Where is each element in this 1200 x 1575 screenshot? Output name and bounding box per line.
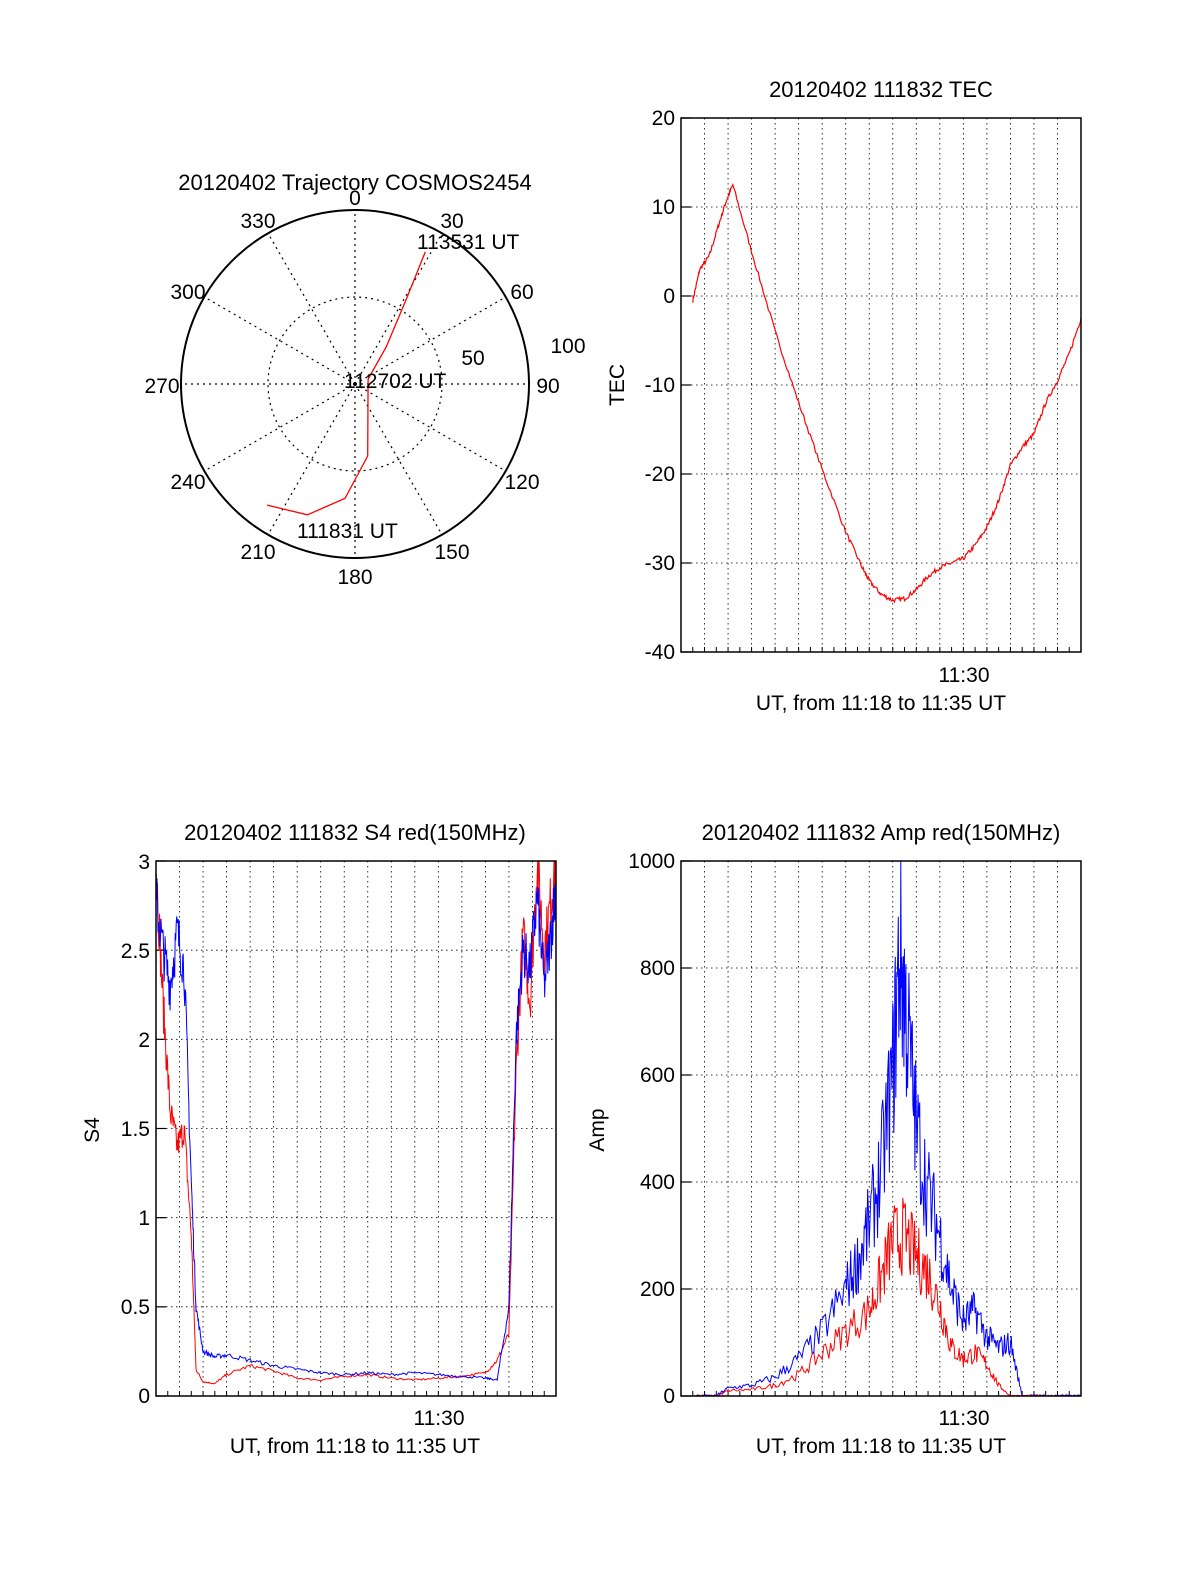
trajectory-end-label: 113531 UT (417, 231, 520, 254)
tec-chart: 20120402 111832 TEC 20 10 0 -10 -20 -30 … (606, 77, 1082, 715)
tec-ytick-label: -40 (645, 641, 675, 664)
azimuth-label-60: 60 (510, 281, 533, 304)
series-line-blue (692, 860, 1082, 1397)
amp-series (692, 860, 1082, 1397)
radial-label-50: 50 (461, 347, 484, 370)
amp-xlabel: UT, from 11:18 to 11:35 UT (756, 1435, 1006, 1458)
azimuth-label-300: 300 (170, 281, 205, 304)
amp-ytick-label: 800 (640, 957, 675, 980)
s4-ytick-label: 2 (138, 1029, 150, 1052)
polar-spoke (354, 383, 443, 535)
series-line-blue (155, 878, 557, 1382)
tec-ytick-label: 0 (663, 285, 675, 308)
s4-grid (155, 860, 557, 1397)
s4-xlabel: UT, from 11:18 to 11:35 UT (230, 1435, 480, 1458)
polar-title: 20120402 Trajectory COSMOS2454 (178, 170, 531, 195)
azimuth-label-270: 270 (144, 375, 179, 398)
s4-ytick-label: 3 (138, 851, 150, 874)
azimuth-label-210: 210 (240, 541, 275, 564)
polar-azimuth-labels: 0 30 60 90 120 150 180 210 240 270 300 3… (144, 187, 585, 589)
polar-inner-circle (267, 296, 443, 472)
s4-plot-frame (155, 860, 557, 1397)
series-line-red (155, 860, 557, 1385)
radial-label-100: 100 (550, 335, 585, 358)
azimuth-label-120: 120 (504, 471, 539, 494)
tec-ytick-label: -20 (645, 463, 675, 486)
s4-ytick-label: 1 (138, 1207, 150, 1230)
tec-ylabel: TEC (606, 364, 629, 406)
s4-title: 20120402 111832 S4 red(150MHz) (184, 820, 526, 845)
polar-spoke (267, 233, 356, 385)
s4-ytick-label: 1.5 (121, 1118, 150, 1141)
tec-title: 20120402 111832 TEC (769, 77, 993, 102)
azimuth-label-90: 90 (536, 375, 559, 398)
azimuth-label-330: 330 (240, 210, 275, 233)
tec-ytick-labels: 20 10 0 -10 -20 -30 -40 (645, 107, 675, 664)
trajectory-start-label: 111831 UT (297, 520, 398, 543)
amp-xtick-label: 11:30 (939, 1407, 990, 1430)
tec-xtick-label: 11:30 (939, 664, 990, 687)
amp-chart: 20120402 111832 Amp red(150MHz) 0 200 40… (586, 820, 1082, 1458)
s4-ylabel: S4 (81, 1117, 104, 1143)
amp-ytick-label: 1000 (628, 850, 675, 873)
tec-ytick-label: -10 (645, 374, 675, 397)
azimuth-label-180: 180 (337, 566, 372, 589)
amp-ytick-label: 600 (640, 1064, 675, 1087)
amp-ytick-label: 0 (663, 1385, 675, 1408)
polar-spoke (204, 383, 356, 472)
tec-grid (680, 117, 1082, 653)
tec-ytick-label: -30 (645, 552, 675, 575)
polar-spoke (354, 296, 506, 385)
amp-title: 20120402 111832 Amp red(150MHz) (702, 820, 1061, 845)
polar-spoke (354, 233, 443, 385)
s4-xtick-label: 11:30 (414, 1407, 465, 1430)
amp-ylabel: Amp (586, 1108, 609, 1151)
tec-ytick-label: 20 (652, 107, 675, 130)
trajectory-mid-label: 112702 UT (344, 370, 447, 393)
polar-spoke (204, 296, 356, 385)
s4-ytick-label: 0 (138, 1385, 150, 1408)
azimuth-label-240: 240 (170, 471, 205, 494)
amp-ytick-label: 400 (640, 1171, 675, 1194)
polar-spoke (354, 383, 506, 472)
polar-chart: 20120402 Trajectory COSMOS2454 0 30 60 9… (144, 170, 585, 589)
azimuth-label-150: 150 (434, 541, 469, 564)
series-line-red (692, 1197, 1082, 1397)
polar-grid (180, 209, 530, 559)
s4-ytick-label: 0.5 (121, 1296, 150, 1319)
tec-series (692, 182, 1082, 604)
polar-outer-circle (180, 209, 530, 559)
s4-series (155, 860, 557, 1385)
amp-ytick-labels: 0 200 400 600 800 1000 (628, 850, 675, 1408)
series-line-red (692, 182, 1082, 604)
tec-ytick-label: 10 (652, 196, 675, 219)
polar-spoke (267, 383, 356, 535)
azimuth-label-0: 0 (349, 187, 361, 210)
s4-chart: 20120402 111832 S4 red(150MHz) 0 0.5 1 1… (81, 820, 557, 1458)
s4-ytick-label: 2.5 (121, 940, 150, 963)
tec-plot-frame (680, 117, 1082, 653)
azimuth-label-30: 30 (440, 210, 463, 233)
trajectory-line (266, 251, 426, 516)
amp-plot-frame (680, 860, 1082, 1397)
polar-spokes (181, 210, 529, 558)
s4-ytick-labels: 0 0.5 1 1.5 2 2.5 3 (121, 851, 150, 1408)
tec-xlabel: UT, from 11:18 to 11:35 UT (756, 692, 1006, 715)
amp-ytick-label: 200 (640, 1278, 675, 1301)
